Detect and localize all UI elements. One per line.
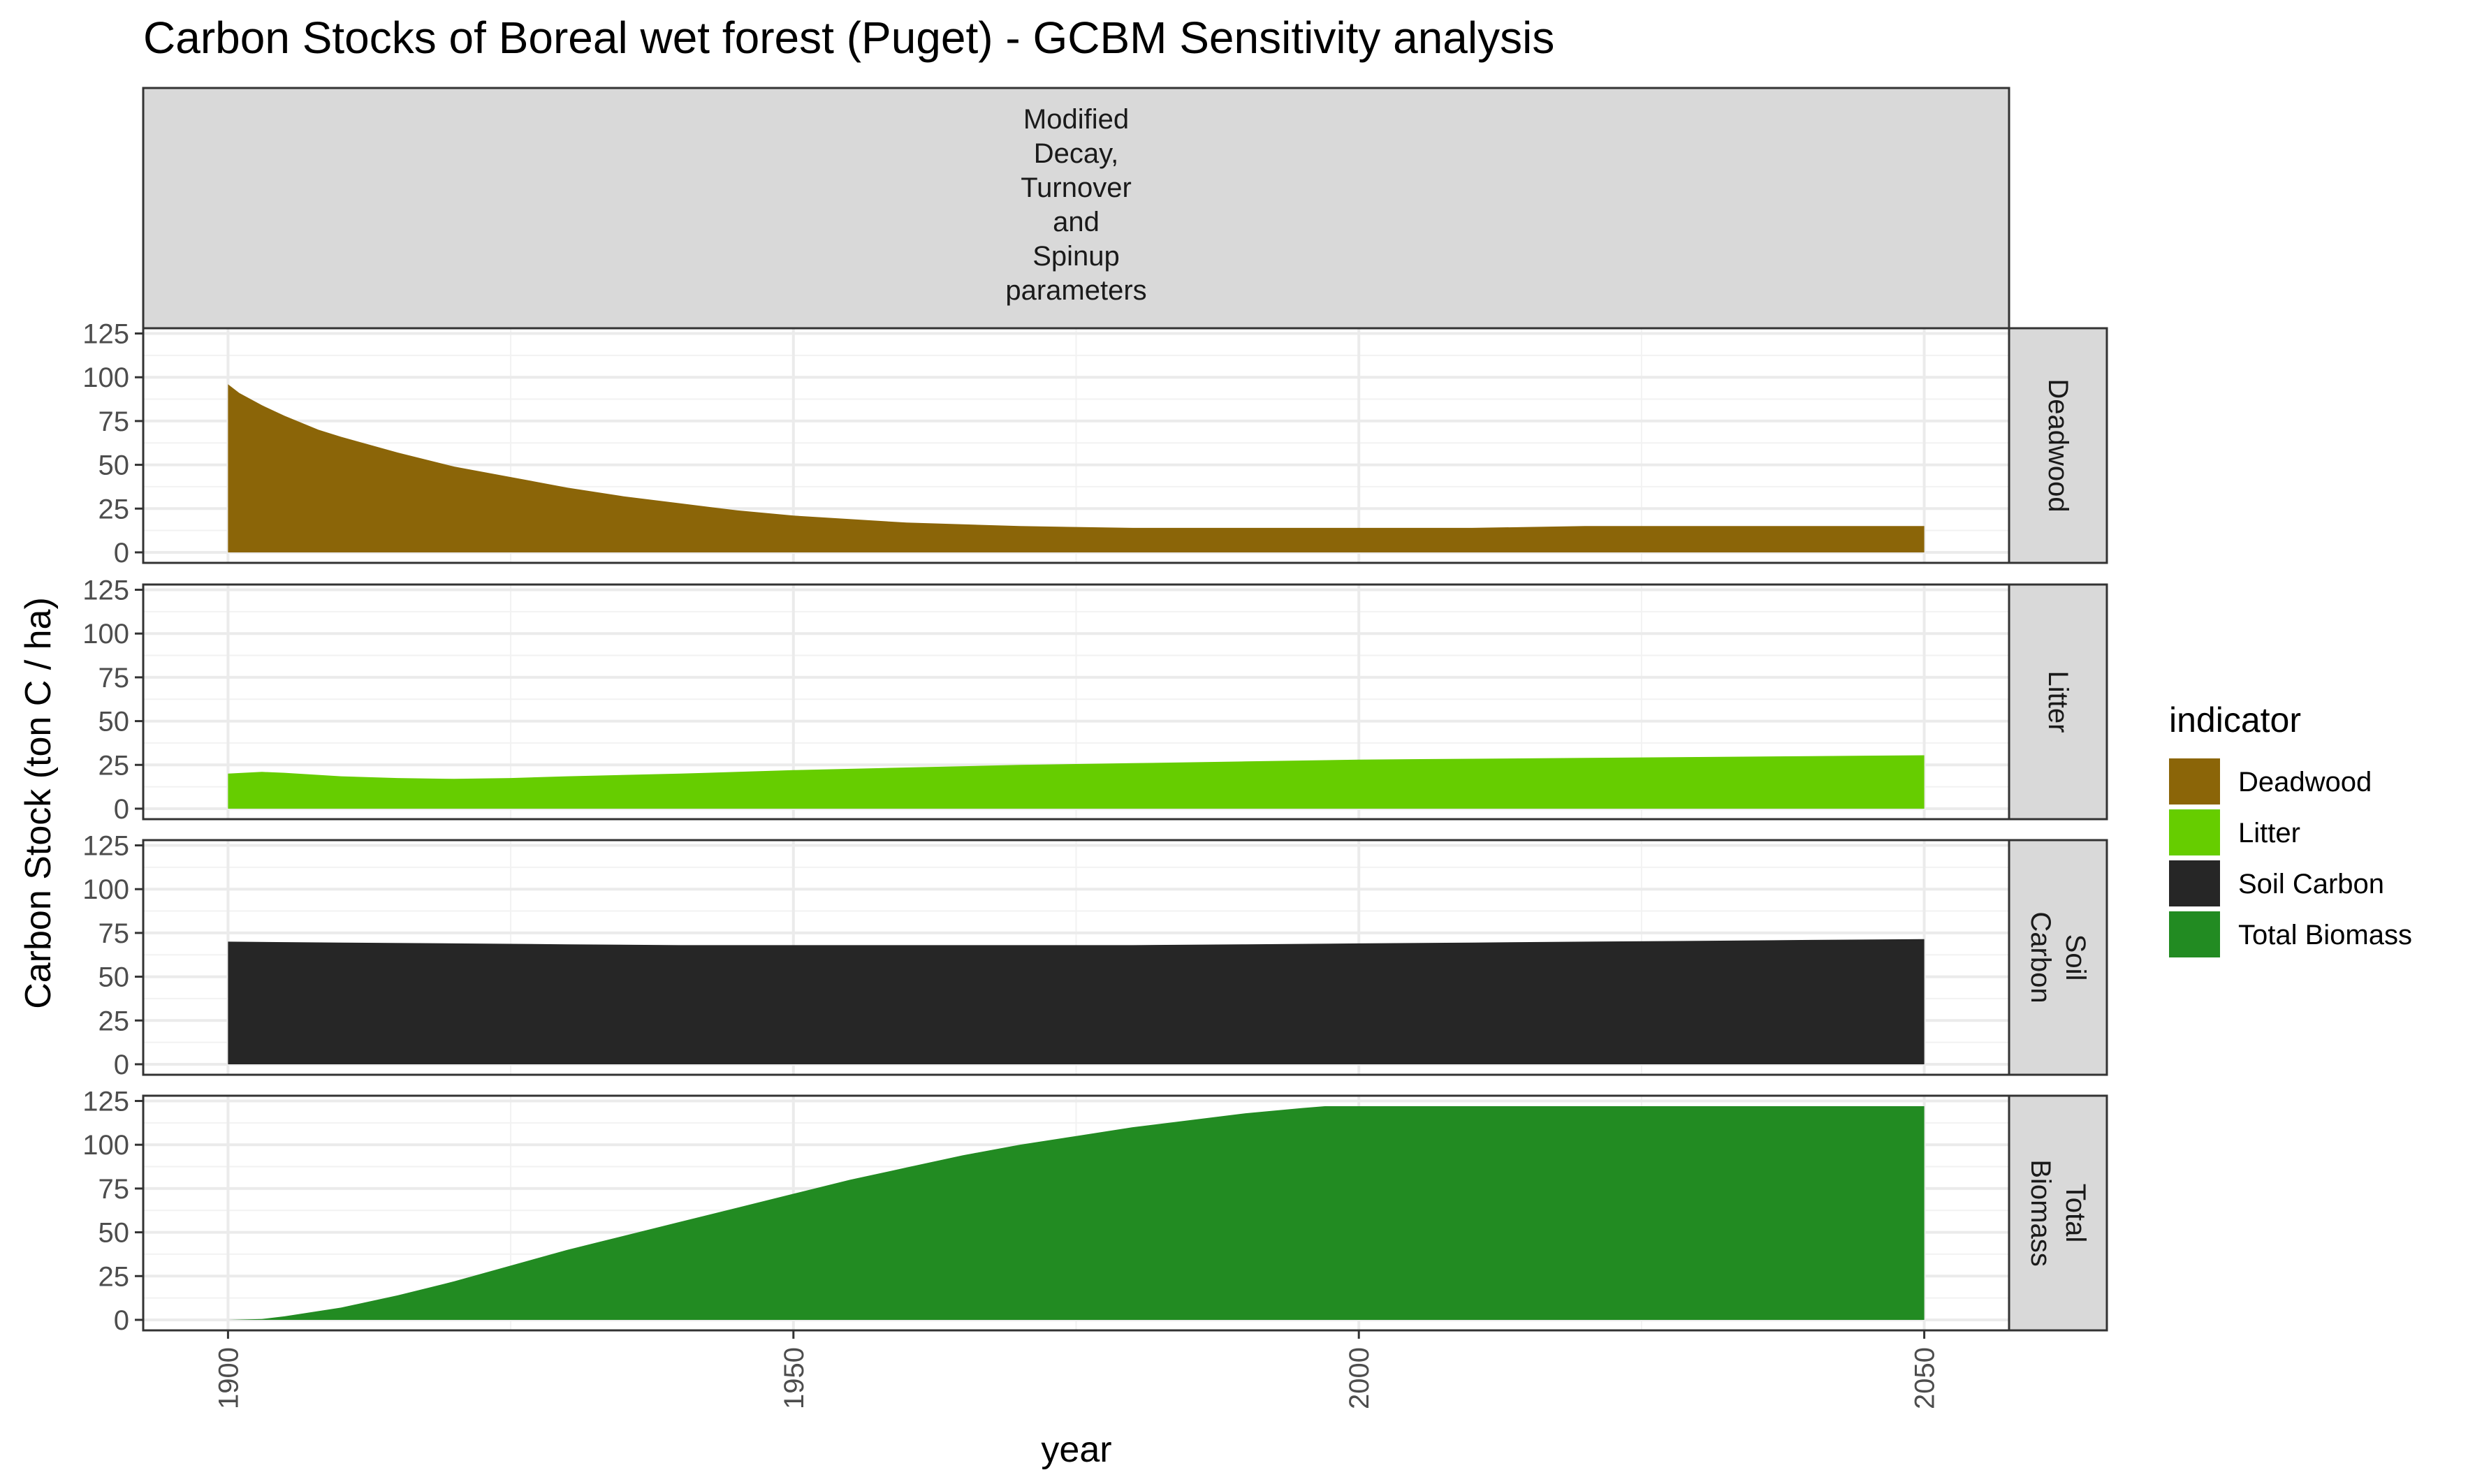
y-tick-label: 0 [114, 1050, 129, 1080]
y-tick-label: 25 [98, 1006, 130, 1036]
y-tick-label: 0 [114, 1305, 129, 1336]
y-tick-label: 25 [98, 494, 130, 524]
facet-row-strip-label: Deadwood [2043, 379, 2073, 512]
y-tick-label: 100 [82, 619, 129, 649]
facet-row-strip [2008, 1094, 2108, 1332]
area-litter [228, 755, 1925, 809]
legend-label-total-biomass: Total Biomass [2238, 920, 2412, 950]
y-tick-label: 125 [82, 319, 129, 350]
y-tick-label: 50 [98, 962, 130, 993]
y-tick-label: 75 [98, 918, 130, 949]
y-tick-label: 75 [98, 1174, 130, 1205]
legend: indicator Deadwood Litter Soil Carbon Total… [2169, 700, 2412, 957]
panel-deadwood: 0 25 50 75 100 125 Deadwood [82, 319, 2108, 568]
x-tick-label: 2000 [1344, 1347, 1375, 1409]
facet-column-strip-line: Turnover [1021, 172, 1132, 203]
legend-swatch-deadwood [2169, 758, 2220, 805]
legend-swatch-total-biomass [2169, 911, 2220, 957]
y-tick-label: 25 [98, 750, 130, 781]
facet-row-strip-label: Soil [2060, 934, 2091, 981]
area-deadwood [228, 384, 1925, 552]
y-tick-label: 125 [82, 1087, 129, 1117]
facet-row-strip-label: Litter [2043, 671, 2073, 733]
y-tick-label: 50 [98, 1218, 130, 1249]
facet-column-strip-line: and [1053, 207, 1100, 237]
x-axis: 1900 1950 2000 2050 [213, 1330, 1941, 1409]
panel-litter: 0 25 50 75 100 125 Litter [82, 575, 2108, 825]
legend-title: indicator [2169, 700, 2301, 740]
x-axis-title: year [1041, 1430, 1111, 1470]
facet-column-strip-line: Decay, [1034, 138, 1119, 169]
y-tick-label: 75 [98, 406, 130, 437]
y-tick-label: 50 [98, 450, 130, 481]
legend-label-soil-carbon: Soil Carbon [2238, 869, 2384, 899]
facet-column-strip-line: Modified [1023, 104, 1129, 135]
legend-swatch-soil-carbon [2169, 860, 2220, 906]
facet-panels: 0 25 50 75 100 125 Deadwood 0 25 50 75 100 125 Litter… [82, 319, 2108, 1336]
legend-label-deadwood: Deadwood [2238, 767, 2372, 798]
facet-column-strip-line: parameters [1005, 275, 1146, 306]
y-tick-label: 25 [98, 1261, 130, 1292]
facet-row-strip [2008, 327, 2108, 564]
y-tick-label: 125 [82, 575, 129, 606]
y-axis-title: Carbon Stock (ton C / ha) [18, 597, 59, 1009]
facet-column-strip-line: Spinup [1032, 241, 1120, 272]
facet-column-strip-box [142, 87, 2010, 330]
x-tick-label: 2050 [1910, 1347, 1941, 1409]
facet-row-strip-label: Biomass [2025, 1159, 2056, 1266]
y-tick-label: 100 [82, 362, 129, 393]
y-tick-label: 100 [82, 1130, 129, 1161]
area-total-biomass [228, 1106, 1925, 1320]
facet-row-strip-label: Total [2060, 1184, 2091, 1243]
x-tick-label: 1950 [779, 1347, 810, 1409]
legend-swatch-litter [2169, 809, 2220, 855]
x-tick-label: 1900 [213, 1347, 244, 1409]
legend-label-litter: Litter [2238, 818, 2300, 848]
facet-row-strip [2008, 839, 2108, 1076]
facet-row-strip [2008, 583, 2108, 821]
y-tick-label: 50 [98, 707, 130, 737]
facet-row-strip-label: Carbon [2025, 911, 2056, 1003]
y-tick-label: 0 [114, 794, 129, 825]
y-tick-label: 75 [98, 663, 130, 693]
y-tick-label: 0 [114, 538, 129, 568]
y-tick-label: 100 [82, 874, 129, 905]
area-soil-carbon [228, 939, 1925, 1064]
chart-title: Carbon Stocks of Boreal wet forest (Puge… [143, 13, 1554, 63]
y-tick-label: 125 [82, 831, 129, 862]
